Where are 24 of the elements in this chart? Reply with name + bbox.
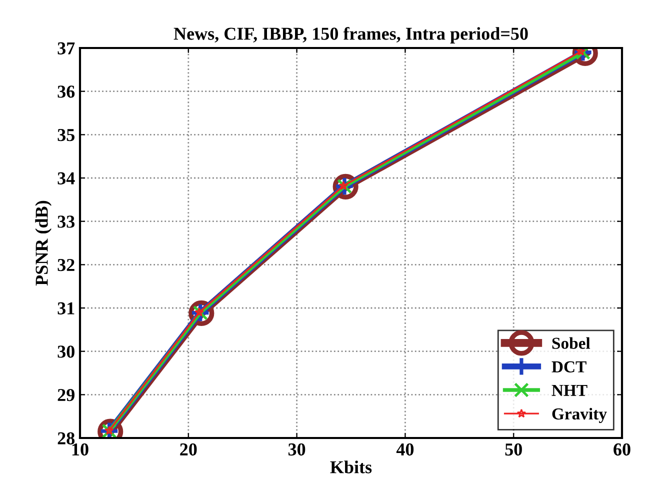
x-tick-label: 40 (396, 443, 414, 456)
legend-label: Sobel (552, 337, 590, 349)
point (576, 48, 586, 56)
y-tick-label: 31 (58, 302, 74, 314)
y-axis-title: PSNR (dB) (35, 200, 52, 286)
y-tick-label: 33 (58, 216, 75, 228)
y-tick-label: 28 (58, 432, 75, 444)
y-tick-label: 29 (58, 388, 74, 402)
y-tick-label: 34 (58, 172, 75, 184)
legend-label: NHT (552, 384, 588, 396)
x-tick-label: 10 (72, 443, 88, 456)
y-tick-label: 32 (58, 258, 74, 272)
x-tick-label: 30 (288, 443, 306, 456)
y-tick-label: 30 (58, 346, 74, 358)
y-tick-label: 37 (58, 42, 75, 54)
x-tick-label: 20 (180, 443, 197, 456)
legend-label: Gravity (552, 408, 607, 423)
x-tick-label: 60 (614, 443, 630, 456)
x-tick-label: 50 (505, 443, 522, 456)
legend-label: DCT (552, 361, 586, 372)
x-axis-title: Kbits (330, 460, 372, 474)
chart-title: News, CIF, IBBP, 150 frames, Intra period=50 (174, 26, 528, 44)
y-tick-label: 36 (58, 86, 75, 98)
y-tick-label: 35 (58, 128, 74, 142)
